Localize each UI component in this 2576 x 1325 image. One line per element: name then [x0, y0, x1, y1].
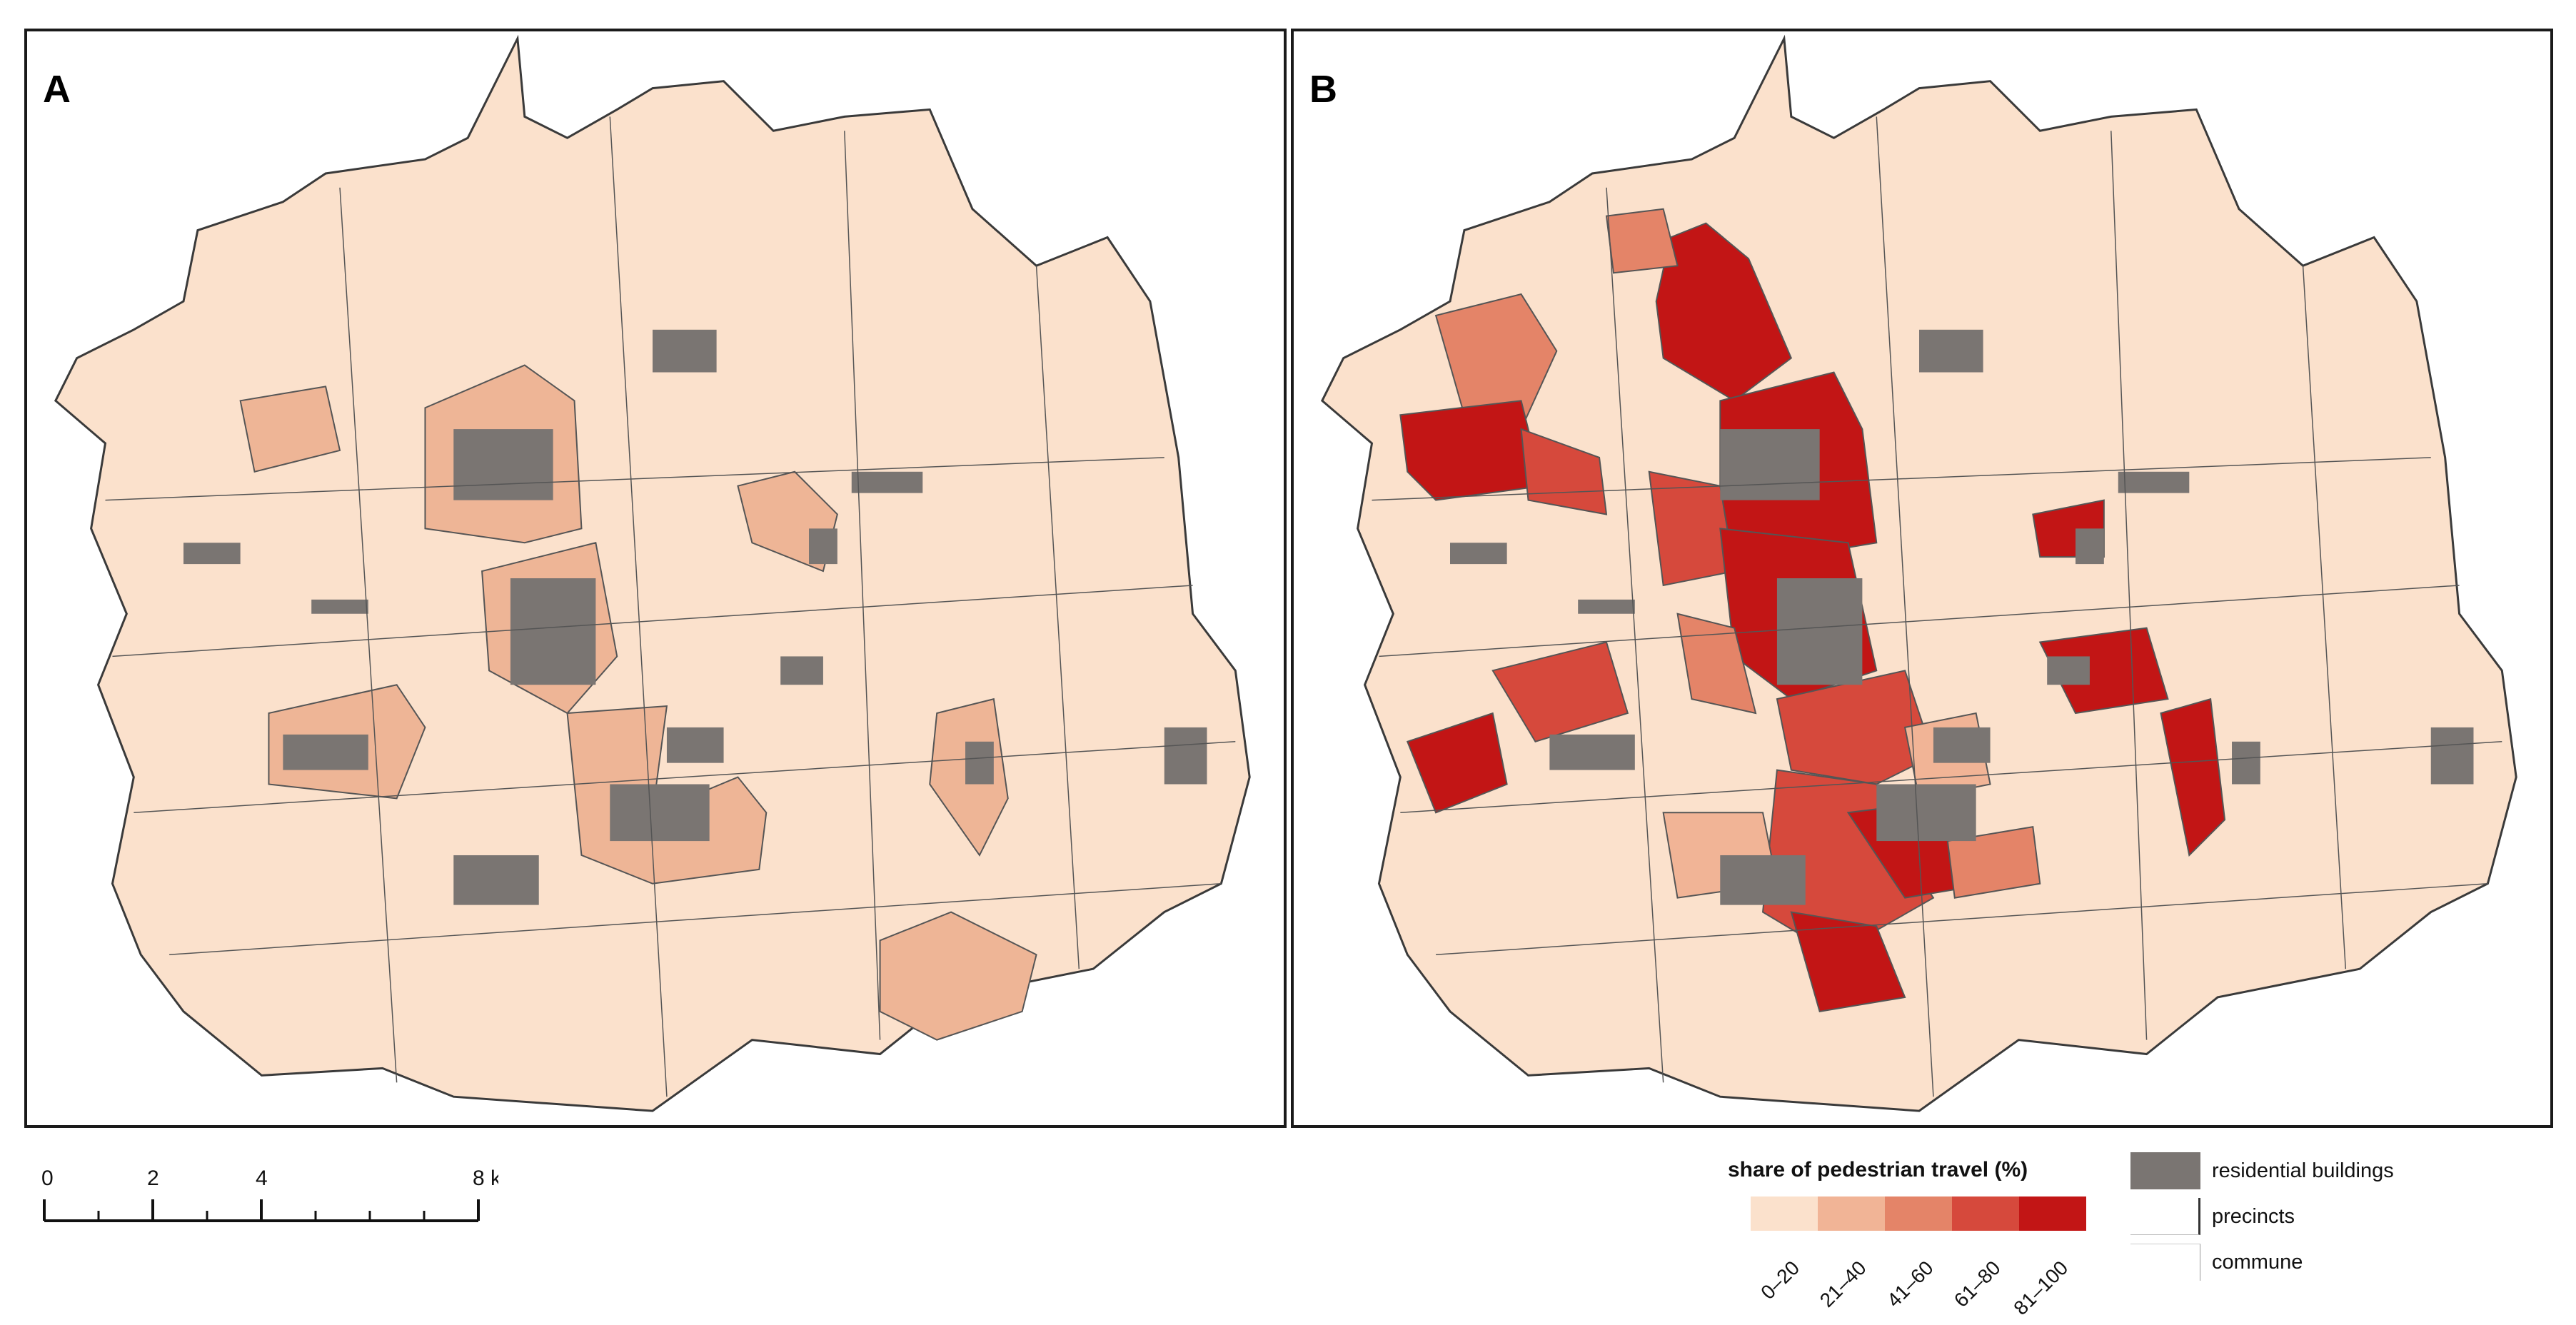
scale-bar: 0 2 4 8 km	[41, 1157, 519, 1235]
legend-class-label: 81–100	[2008, 1256, 2072, 1319]
panel-label-b: B	[1309, 68, 1337, 111]
legend-item-label: commune	[2212, 1250, 2303, 1274]
legend-class-label: 0–20	[1756, 1256, 1803, 1304]
scale-tick-label: 0	[41, 1167, 54, 1190]
precinct-boundaries-b	[1372, 116, 2502, 1097]
commune-outline	[54, 34, 1251, 1112]
residential-swatch	[2130, 1152, 2200, 1189]
map-panel-a: A	[24, 29, 1287, 1128]
legend-item-label: residential buildings	[2212, 1159, 2394, 1182]
precinct-boundary-symbol	[2130, 1198, 2200, 1235]
legend-swatch-81-100	[2019, 1196, 2086, 1231]
map-panel-b: B	[1291, 29, 2553, 1128]
precinct-boundaries-a	[105, 116, 1236, 1097]
legend-class-label: 41–60	[1882, 1256, 1938, 1311]
scale-tick-label: 8 km	[473, 1167, 498, 1190]
legend-title: share of pedestrian travel (%)	[1728, 1158, 2028, 1182]
legend-swatch-41-60	[1885, 1196, 1952, 1231]
commune-boundary-symbol	[2130, 1244, 2200, 1281]
map-a-svg	[54, 34, 1251, 1112]
precinct-shading-b	[1399, 208, 2226, 1012]
commune-outline	[1320, 34, 2517, 1112]
legend-swatch-21-40	[1818, 1196, 1885, 1231]
residential-buildings-b	[1450, 329, 2474, 905]
legend-swatch-0-20	[1751, 1196, 1818, 1231]
legend-class-label: 21–40	[1815, 1256, 1871, 1311]
legend-class-label: 61–80	[1949, 1256, 2005, 1311]
scale-tick-label: 2	[147, 1167, 159, 1190]
panel-label-a: A	[43, 68, 71, 111]
residential-buildings-a	[183, 329, 1207, 905]
legend-item-precincts: precincts	[2130, 1198, 2295, 1235]
legend-item-residential: residential buildings	[2130, 1152, 2394, 1189]
scale-tick-label: 4	[256, 1167, 268, 1190]
legend-item-commune: commune	[2130, 1244, 2303, 1281]
legend-item-label: precincts	[2212, 1204, 2295, 1228]
map-b-svg	[1320, 34, 2517, 1112]
legend-swatch-61-80	[1952, 1196, 2019, 1231]
legend-color-ramp	[1751, 1196, 2086, 1231]
